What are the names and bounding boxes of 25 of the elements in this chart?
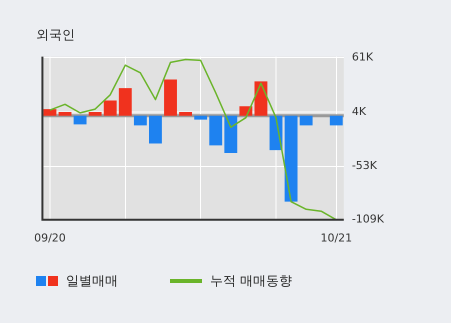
bar	[149, 116, 162, 144]
bar	[300, 116, 313, 126]
x-tick-label: 09/20	[34, 231, 66, 244]
chart-title: 외국인	[36, 27, 75, 44]
bar	[58, 112, 72, 116]
bar	[118, 88, 132, 116]
bar	[74, 116, 87, 124]
bar	[194, 116, 208, 120]
bar	[88, 112, 102, 116]
y-tick-label: 4K	[352, 104, 367, 118]
bar	[284, 116, 298, 202]
bar	[164, 80, 177, 116]
bar	[179, 112, 192, 116]
legend-label: 누적 매매동향	[210, 273, 292, 290]
x-tick-label: 10/21	[320, 231, 352, 244]
y-tick-label: -53K	[352, 159, 378, 172]
y-tick-label: -109K	[352, 212, 385, 226]
bar	[104, 100, 117, 116]
bar	[330, 116, 343, 126]
bar	[44, 109, 56, 116]
bar	[134, 116, 147, 126]
bar	[224, 116, 238, 153]
y-tick-label: 61K	[352, 50, 374, 64]
bar	[209, 116, 222, 146]
legend-label: 일별매매	[66, 273, 118, 290]
